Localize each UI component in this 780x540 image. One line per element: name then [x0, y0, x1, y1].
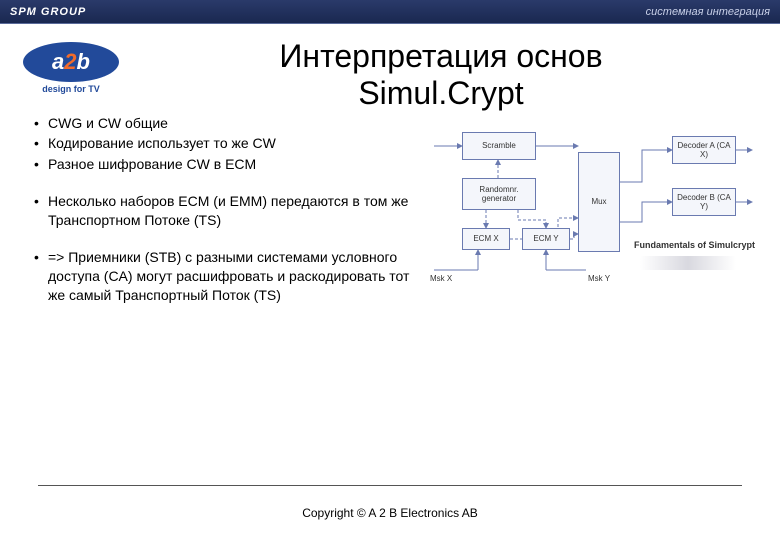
node-decoder-a: Decoder A (CA X) [672, 136, 736, 164]
logo-a: a [52, 49, 64, 75]
page-title: Интерпретация основ Simul.Crypt [122, 32, 760, 112]
tagline: системная интеграция [646, 6, 770, 18]
logo-subtitle: design for TV [42, 84, 100, 94]
diagram-fade-bar [640, 256, 736, 270]
list-item: => Приемники (STB) с разными системами у… [34, 248, 410, 305]
logo-2: 2 [64, 49, 76, 75]
content: CWG и CW общие Кодирование использует то… [0, 112, 780, 323]
label-msk-y: Msk Y [588, 274, 610, 283]
list-item: Разное шифрование CW в ECM [34, 155, 410, 174]
top-bar: SPM GROUP системная интеграция [0, 0, 780, 24]
node-random: Randomnr. generator [462, 178, 536, 210]
node-mux: Mux [578, 152, 620, 252]
list-item: CWG и CW общие [34, 114, 410, 133]
diagram-caption: Fundamentals of Simulcrypt [634, 240, 755, 250]
title-line1: Интерпретация основ [279, 38, 602, 74]
node-ecm-x: ECM X [462, 228, 510, 250]
brand-text: SPM GROUP [10, 6, 86, 18]
brand: SPM GROUP [10, 6, 86, 18]
node-scramble: Scramble [462, 132, 536, 160]
list-item: Несколько наборов ECM (и EMM) передаются… [34, 192, 410, 230]
header: a2b design for TV Интерпретация основ Si… [0, 24, 780, 112]
logo-b: b [77, 49, 90, 75]
bullet-list: CWG и CW общие Кодирование использует то… [34, 112, 410, 323]
copyright: Copyright © A 2 B Electronics AB [0, 506, 780, 520]
title-line2: Simul.Crypt [358, 75, 523, 111]
a2b-logo: a2b design for TV [20, 38, 122, 98]
node-ecm-y: ECM Y [522, 228, 570, 250]
simulcrypt-diagram: Scramble Randomnr. generator ECM X ECM Y… [428, 122, 756, 302]
node-decoder-b: Decoder B (CA Y) [672, 188, 736, 216]
a2b-ellipse: a2b [23, 42, 119, 82]
label-msk-x: Msk X [430, 274, 452, 283]
list-item: Кодирование использует то же CW [34, 134, 410, 153]
divider [38, 485, 742, 486]
